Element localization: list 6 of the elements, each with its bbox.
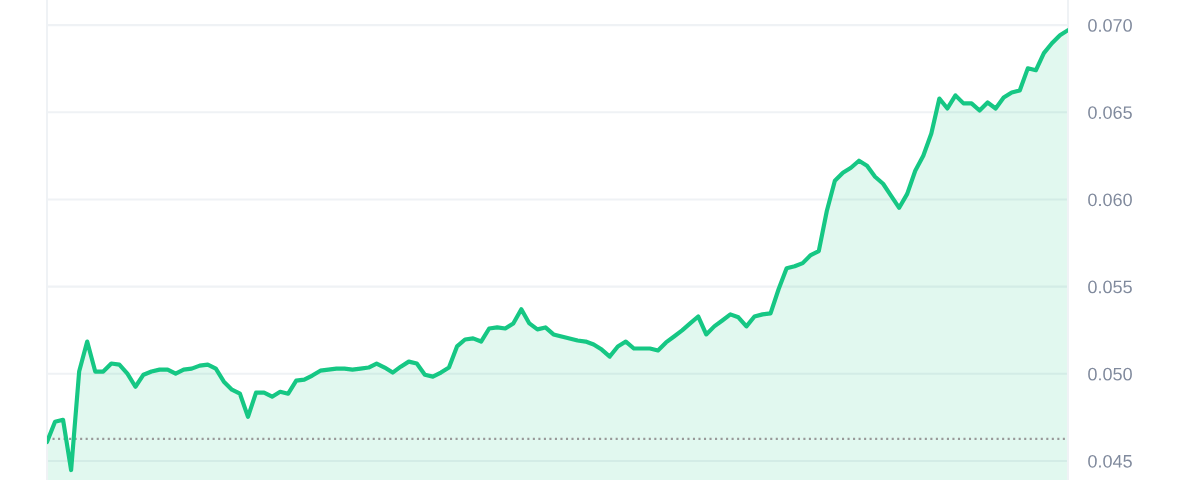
y-tick-label: 0.055 (1088, 280, 1132, 294)
y-tick-label: 0.045 (1088, 454, 1132, 468)
y-tick-label: 0.050 (1088, 367, 1132, 381)
y-tick-label: 0.060 (1088, 193, 1132, 207)
y-tick-label: 0.065 (1088, 106, 1132, 119)
y-tick-label: 0.070 (1088, 19, 1132, 32)
